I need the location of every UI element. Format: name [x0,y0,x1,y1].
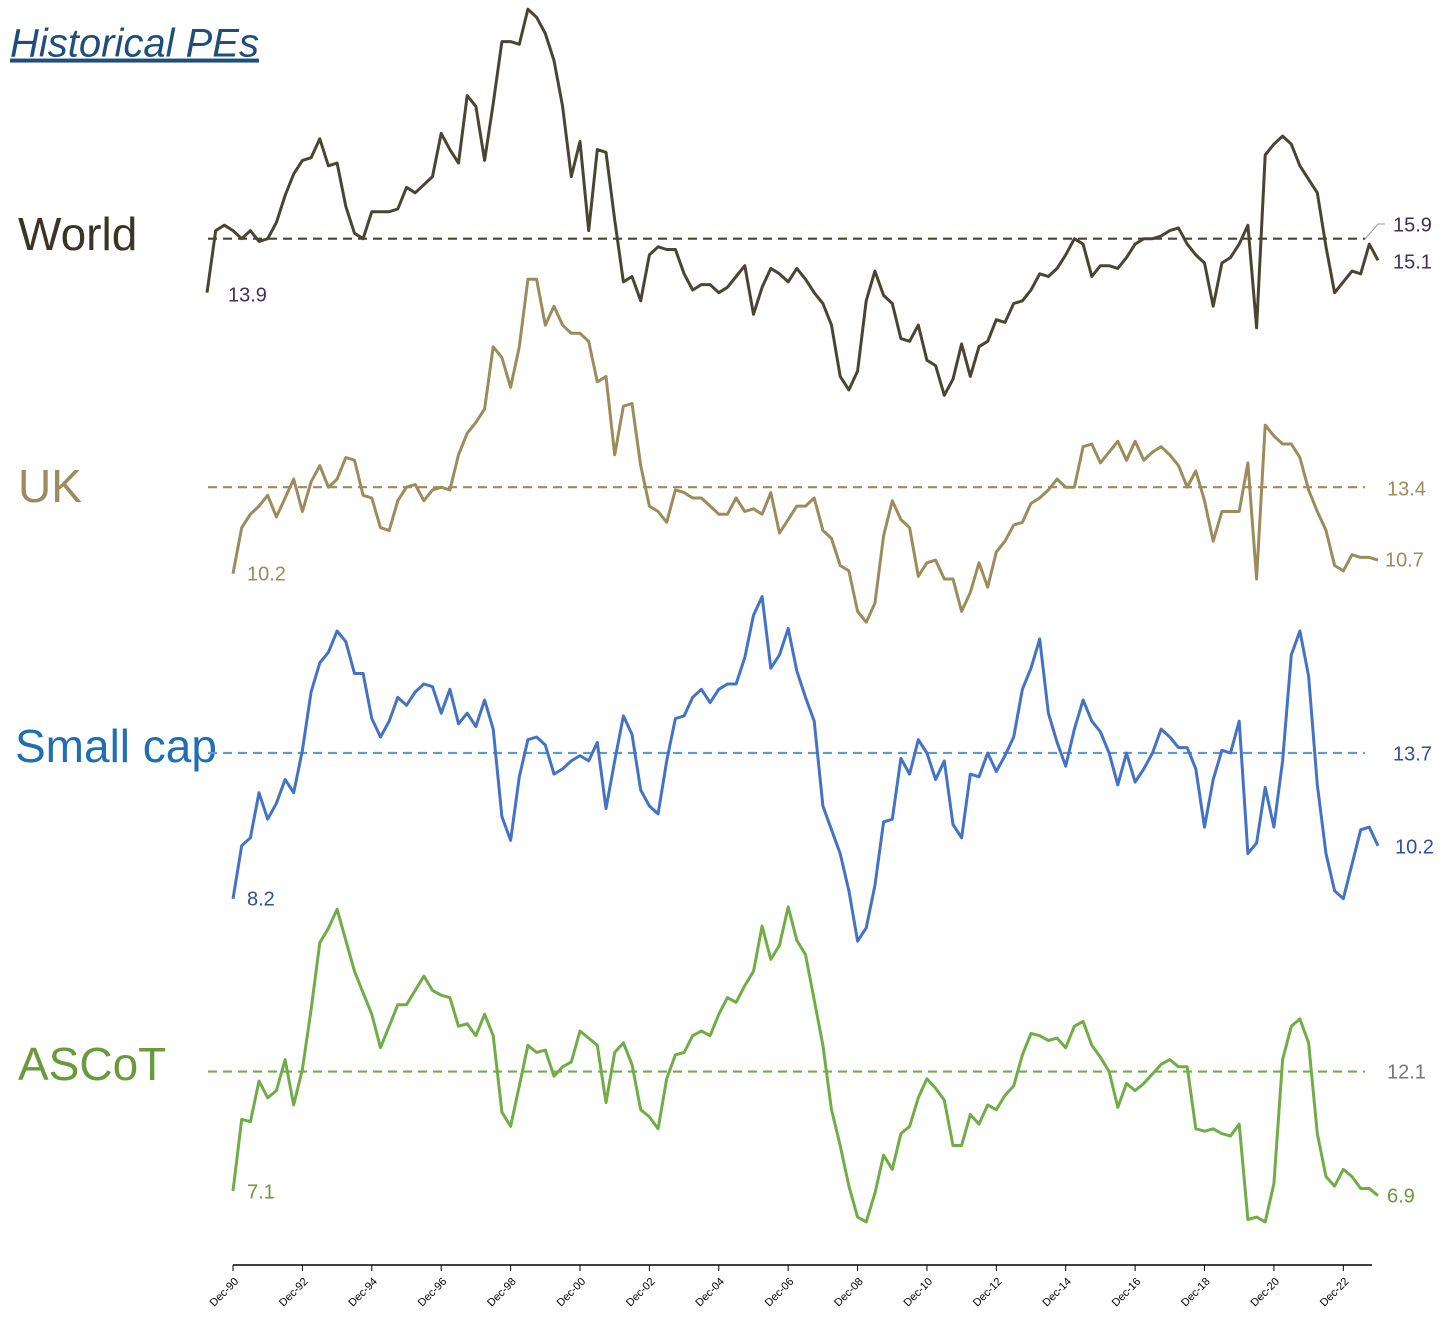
end-label: 10.2 [1395,836,1434,858]
x-tick-label: Dec-18 [1179,1276,1213,1310]
end-label: 6.9 [1387,1185,1415,1207]
series-line [205,7,1380,397]
x-tick-label: Dec-04 [693,1276,727,1310]
x-tick-label: Dec-14 [1040,1276,1074,1310]
start-label: 10.2 [247,563,286,585]
x-tick-label: Dec-98 [485,1276,519,1310]
x-tick-label: Dec-00 [555,1276,589,1310]
series-name: Small cap [15,720,217,772]
x-tick-label: Dec-92 [277,1276,311,1310]
average-label: 13.7 [1393,743,1432,765]
x-tick-label: Dec-02 [624,1276,658,1310]
series-line [231,595,1380,943]
x-tick-label: Dec-08 [832,1276,866,1310]
chart-title: Historical PEs [10,22,259,66]
x-tick-label: Dec-94 [346,1276,380,1310]
series-name: UK [18,460,82,512]
x-tick-label: Dec-16 [1110,1276,1144,1310]
average-label: 12.1 [1387,1061,1426,1083]
average-label: 13.4 [1387,478,1426,500]
x-tick-label: Dec-96 [416,1276,450,1310]
start-label: 13.9 [228,284,267,306]
label-connector [1364,223,1385,240]
series-line [231,905,1379,1224]
start-label: 8.2 [247,888,275,910]
x-tick-label: Dec-12 [971,1276,1005,1310]
end-label: 10.7 [1385,549,1424,571]
x-tick-label: Dec-06 [763,1276,797,1310]
end-label: 15.1 [1393,251,1432,273]
start-label: 7.1 [247,1181,275,1203]
average-label: 15.9 [1393,214,1432,236]
series-name: ASCoT [18,1038,166,1090]
x-tick-label: Dec-20 [1249,1276,1283,1310]
x-tick-label: Dec-90 [208,1276,242,1310]
x-tick-label: Dec-10 [902,1276,936,1310]
x-tick-label: Dec-22 [1318,1276,1352,1310]
series-name: World [18,208,137,260]
series-line [231,277,1379,624]
